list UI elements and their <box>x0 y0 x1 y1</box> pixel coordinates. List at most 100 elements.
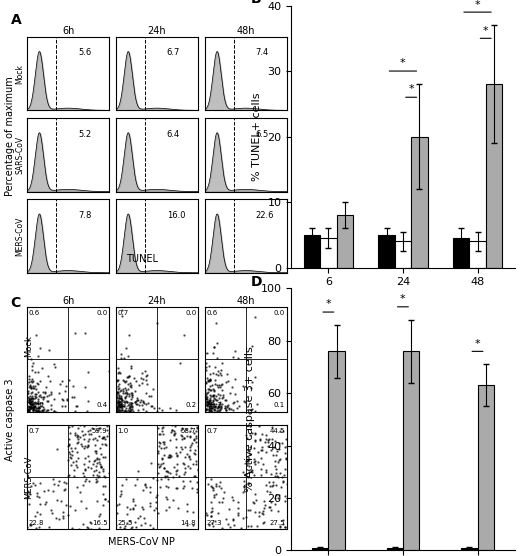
Point <box>248 342 256 351</box>
Point <box>172 484 180 493</box>
Point <box>214 383 223 391</box>
Point <box>251 508 259 517</box>
Point <box>39 388 47 397</box>
Point <box>30 394 38 403</box>
Point <box>203 398 212 407</box>
Point <box>50 407 58 416</box>
Point <box>29 479 37 488</box>
Point <box>282 454 290 463</box>
Point <box>114 407 122 416</box>
Y-axis label: MERS-CoV: MERS-CoV <box>15 216 24 256</box>
Point <box>58 377 67 386</box>
Point <box>256 435 264 444</box>
Point <box>248 429 256 438</box>
Point <box>34 368 43 376</box>
Point <box>214 509 222 518</box>
Point <box>187 441 196 450</box>
Point <box>185 452 193 461</box>
Point <box>31 382 39 391</box>
Point <box>52 514 60 523</box>
Point <box>28 366 36 375</box>
Point <box>126 505 135 514</box>
Point <box>86 426 95 435</box>
Point <box>50 479 58 488</box>
Point <box>280 497 289 505</box>
Point <box>119 385 127 394</box>
Point <box>183 432 191 441</box>
Point <box>163 466 171 475</box>
Point <box>214 403 222 411</box>
Point <box>112 520 121 529</box>
Point <box>162 492 170 501</box>
Point <box>65 439 73 448</box>
Point <box>235 498 243 507</box>
Point <box>97 463 105 472</box>
Point <box>56 380 64 389</box>
Point <box>48 508 56 517</box>
Point <box>207 406 215 415</box>
Point <box>255 512 263 520</box>
Point <box>193 442 202 451</box>
Text: 6.5: 6.5 <box>256 130 269 138</box>
Title: 24h: 24h <box>148 26 166 36</box>
Point <box>206 404 215 413</box>
Point <box>269 480 277 489</box>
Point <box>95 458 103 467</box>
Point <box>115 394 124 403</box>
Point <box>206 396 215 405</box>
Point <box>186 431 194 440</box>
Point <box>24 403 33 411</box>
Point <box>88 435 97 444</box>
Point <box>258 509 267 518</box>
Point <box>80 435 88 444</box>
Point <box>28 400 36 409</box>
Point <box>209 522 217 530</box>
Point <box>61 484 69 493</box>
Point <box>262 448 270 456</box>
Point <box>121 392 129 401</box>
Point <box>145 392 153 401</box>
Point <box>191 449 199 458</box>
Point <box>276 426 284 435</box>
Point <box>76 420 84 429</box>
Point <box>68 421 76 430</box>
Point <box>201 391 209 400</box>
Point <box>242 457 251 466</box>
Point <box>41 388 49 396</box>
Point <box>112 376 121 385</box>
Point <box>173 466 181 475</box>
Point <box>114 400 123 409</box>
Point <box>192 456 200 465</box>
Bar <box>461 548 477 550</box>
Point <box>105 429 113 438</box>
Point <box>48 475 57 484</box>
Point <box>242 456 250 465</box>
Point <box>116 369 124 378</box>
Point <box>118 395 126 404</box>
Point <box>204 479 212 488</box>
Point <box>100 471 109 480</box>
Point <box>99 433 107 441</box>
Point <box>161 466 170 475</box>
Point <box>167 428 175 436</box>
Point <box>25 394 33 403</box>
Point <box>35 404 43 413</box>
Point <box>80 459 88 468</box>
Point <box>230 520 239 529</box>
Point <box>173 460 181 469</box>
Point <box>25 394 34 403</box>
Point <box>146 482 154 491</box>
Point <box>133 396 141 405</box>
Point <box>162 506 170 515</box>
Point <box>206 512 215 520</box>
Point <box>28 362 36 371</box>
Point <box>220 401 229 410</box>
Point <box>62 381 70 390</box>
Point <box>259 460 267 469</box>
Point <box>127 362 135 371</box>
Point <box>64 470 73 479</box>
Text: *: * <box>483 26 488 36</box>
Point <box>66 453 74 461</box>
Point <box>92 466 100 475</box>
Point <box>27 389 35 398</box>
